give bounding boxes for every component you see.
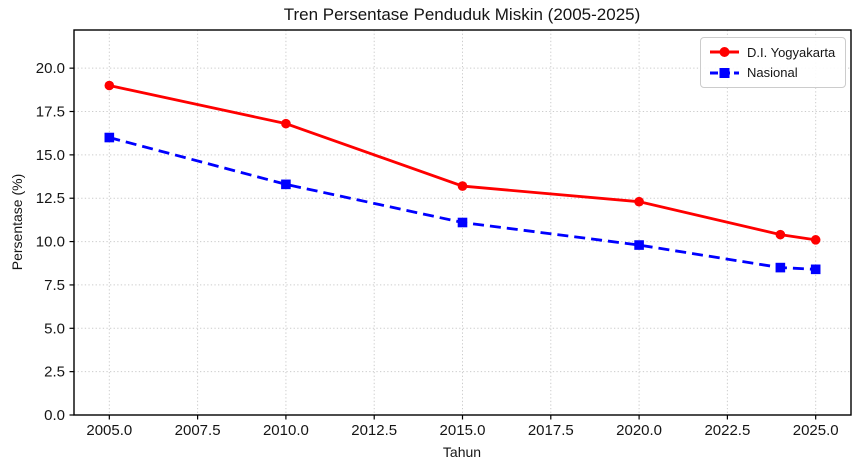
x-tick-label: 2010.0 [263, 422, 309, 439]
data-point-circle [104, 80, 115, 91]
data-point-square [810, 264, 821, 275]
y-tick-label: 10.0 [36, 234, 65, 251]
x-tick-label: 2020.0 [616, 422, 662, 439]
series-line-nasional [108, 136, 816, 271]
data-point-circle [457, 181, 468, 191]
legend-item-label: Nasional [747, 65, 798, 81]
data-point-square [634, 240, 644, 250]
y-tick-label: 15.0 [36, 147, 65, 164]
x-tick-label: 2005.0 [86, 422, 132, 439]
y-axis-label: Persentase (%) [9, 173, 25, 271]
x-tick-label: 2007.5 [175, 422, 221, 439]
data-point-square [104, 132, 115, 143]
data-point-circle [775, 229, 786, 240]
x-tick-label: 2022.5 [704, 422, 750, 439]
x-tick-label: 2015.0 [440, 422, 486, 439]
y-tick-label: 0.0 [44, 407, 65, 424]
x-tick-label: 2012.5 [351, 422, 397, 439]
y-tick-label: 2.5 [44, 364, 65, 381]
y-tick-label: 12.5 [36, 190, 65, 207]
legend-circle-marker-icon [710, 47, 739, 58]
data-point-square [457, 217, 468, 228]
legend-item-nasional: Nasional [709, 65, 837, 80]
legend-item-label: D.I. Yogyakarta [747, 44, 836, 60]
legend: D.I. Yogyakarta Nasional [700, 37, 846, 88]
legend-square-marker-icon [710, 67, 739, 78]
data-point-circle [810, 235, 821, 245]
y-tick-label: 7.5 [44, 277, 65, 294]
data-point-square [775, 262, 786, 273]
x-tick-label: 2017.5 [528, 422, 574, 439]
data-point-circle [281, 118, 291, 129]
chart-title: Tren Persentase Penduduk Miskin (2005-20… [283, 5, 641, 24]
legend-item-d-i-yogyakarta: D.I. Yogyakarta [709, 45, 837, 60]
y-tick-label: 20.0 [36, 60, 65, 77]
y-tick-label: 5.0 [44, 320, 65, 337]
data-point-circle [634, 196, 644, 207]
y-tick-label: 17.5 [36, 104, 65, 121]
x-axis-label: Tahun [442, 444, 482, 460]
series-line-d-i-yogyakarta [109, 84, 816, 242]
x-tick-label: 2025.0 [793, 422, 839, 439]
data-point-square [281, 179, 291, 190]
